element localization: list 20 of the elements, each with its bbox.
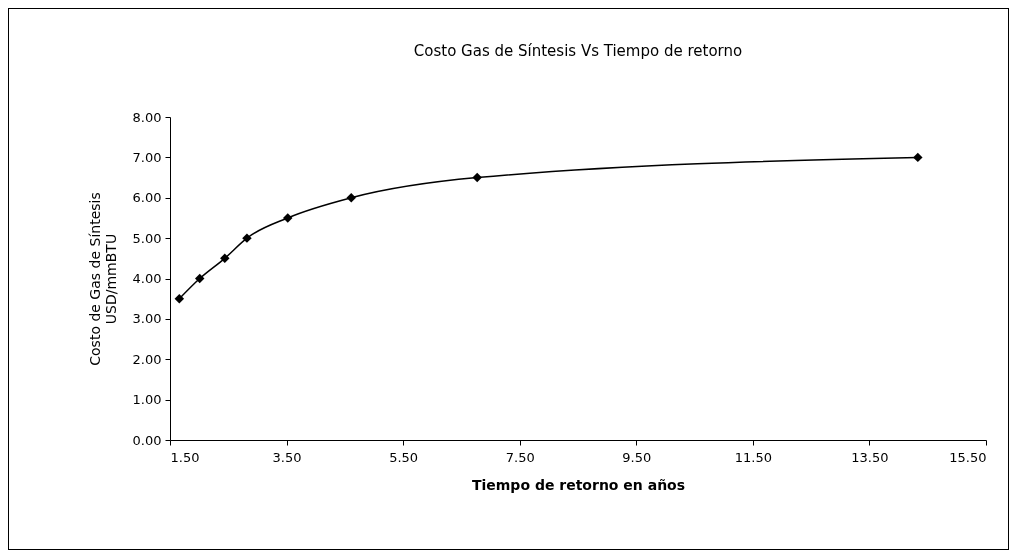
x-tick-label: 7.50 — [505, 449, 535, 465]
x-tick-label: 3.50 — [272, 449, 302, 465]
y-tick-label: 4.00 — [132, 271, 162, 286]
x-tick-label: 11.50 — [734, 449, 772, 465]
y-tick-label: 0.00 — [132, 432, 162, 448]
y-tick-label: 2.00 — [132, 351, 162, 367]
y-tick-label: 7.00 — [132, 149, 162, 165]
y-tick-label: 5.00 — [132, 230, 162, 246]
x-axis-title: Tiempo de retorno en años — [471, 476, 686, 493]
x-tick-label: 9.50 — [622, 449, 652, 465]
y-tick-label: 8.00 — [132, 109, 162, 125]
y-tick-label: 3.00 — [132, 311, 162, 327]
x-tick-label: 15.50 — [949, 449, 987, 465]
x-tick-label: 13.50 — [851, 449, 889, 465]
y-tick-label: 1.00 — [132, 392, 162, 408]
y-axis-title: Costo de Gas de Síntesis USD/mmBTU — [86, 192, 119, 366]
y-tick-label: 6.00 — [132, 190, 162, 206]
chart-title: Costo Gas de Síntesis Vs Tiempo de retorno — [413, 42, 743, 60]
x-tick-label: 1.50 — [170, 449, 200, 465]
x-tick-label: 5.50 — [389, 449, 419, 465]
